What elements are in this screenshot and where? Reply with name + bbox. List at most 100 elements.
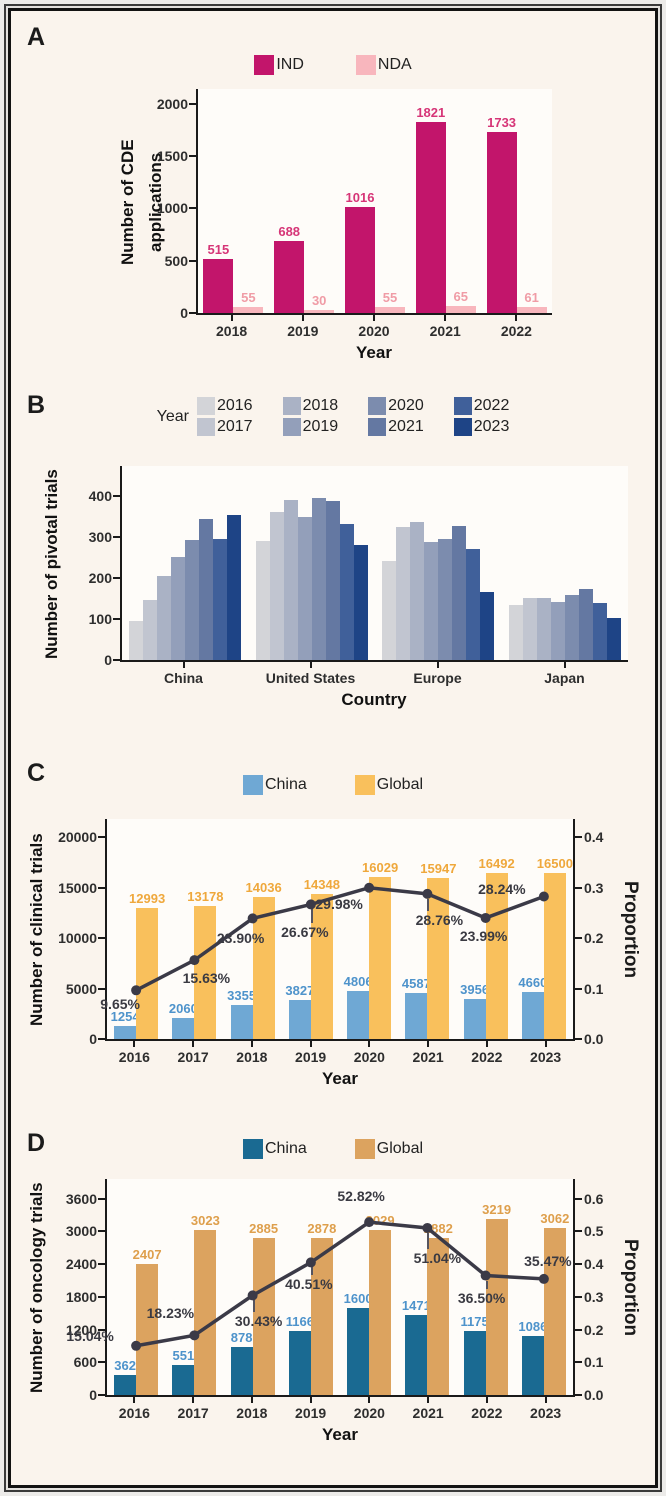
- x-tick-mark: [182, 662, 185, 668]
- proportion-tick-label: 0.0: [584, 1031, 604, 1047]
- proportion-value-label: 36.50%: [457, 1289, 506, 1306]
- proportion-tick-mark: [575, 1038, 582, 1040]
- x-tick-2018: 2018: [223, 1397, 282, 1423]
- bar-2019-China: [171, 557, 186, 660]
- proportion-value-label: 23.90%: [216, 930, 265, 947]
- bar-value-label: 2060: [168, 1001, 198, 1017]
- legend-items: China Global: [242, 1139, 423, 1159]
- bar-group-2016: 362 2407: [107, 1179, 165, 1395]
- proportion-tick-mark: [575, 1197, 582, 1200]
- plot-area: 1254 12993 2060 13178 3355 14036 3827 14348 4806…: [98, 819, 582, 1041]
- x-tick-label: 2017: [177, 1405, 209, 1421]
- x-tick-Japan: Japan: [501, 662, 628, 688]
- x-tick-2018: 2018: [196, 315, 267, 341]
- bar-2016-Japan: [508, 605, 523, 660]
- proportion-tick-label: 0.2: [584, 930, 604, 947]
- x-axis-title: Country: [341, 690, 407, 709]
- legend-label: 2019: [302, 418, 339, 435]
- y-tick-label: 100: [88, 610, 112, 627]
- bar-groups: [122, 466, 628, 660]
- y-tick-mark: [98, 1328, 105, 1331]
- y-tick-label: 400: [88, 487, 112, 504]
- legend-swatch: [242, 775, 263, 795]
- x-tick-2020: 2020: [340, 1041, 399, 1067]
- legend-item-2021: 2021: [368, 418, 424, 436]
- y-tick-mark: [98, 1263, 105, 1266]
- bar-China-2020: 4806: [344, 974, 373, 1039]
- legend-item-2022: 2022: [453, 397, 509, 415]
- x-tick-label: 2022: [500, 323, 532, 339]
- proportion-tick-label: 0.3: [584, 879, 604, 896]
- x-tick-2020: 2020: [340, 1397, 399, 1423]
- bar-value-label: 55: [241, 290, 256, 306]
- x-tick-2019: 2019: [281, 1041, 340, 1067]
- bar-group-China: [122, 466, 249, 660]
- bar-value-label: 16029: [362, 860, 399, 876]
- panel-b-legend: Year 2016 2017 2018 2019 2020 2021 2022 2023: [157, 397, 509, 436]
- legend-items: 2016 2017 2018 2019 2020 2021 2022 2023: [196, 397, 509, 436]
- legend-swatch: [354, 1139, 375, 1159]
- legend-label: China: [264, 776, 307, 793]
- x-tick-label: 2022: [471, 1049, 503, 1065]
- y-tick-label: 3000: [65, 1223, 97, 1240]
- legend-item-China: China: [242, 1139, 307, 1159]
- legend-item-Global: Global: [354, 1139, 423, 1159]
- bar-2017-Europe: [396, 527, 411, 660]
- x-tick-2022: 2022: [458, 1041, 517, 1067]
- bar-2016-United States: [255, 540, 270, 660]
- label-leader-line: [252, 1300, 255, 1313]
- bar-Global-2022: 3219: [482, 1202, 511, 1395]
- legend-item-2019: 2019: [282, 418, 339, 436]
- proportion-value-label: 28.24%: [478, 880, 526, 897]
- bar-China-2017: 551: [172, 1348, 195, 1395]
- plot-column: 362 2407 551 3023 878 2885 1166 2878 1600 3029 147…: [66, 1179, 582, 1445]
- bar-group-2017: 2060 13178: [165, 819, 223, 1039]
- y-tick-mark: [189, 259, 196, 262]
- bar-NDA-2021: 65: [445, 289, 476, 313]
- bar-group-2017: 551 3023: [165, 1179, 223, 1395]
- bar-2018-United States: [283, 499, 298, 660]
- panel-b-letter: B: [27, 391, 46, 419]
- y-tick-mark: [98, 1394, 105, 1396]
- proportion-value-label: 35.47%: [524, 1252, 572, 1269]
- bar-group-2020: 1016 55: [340, 89, 411, 313]
- bar-value-label: 16500: [536, 855, 573, 871]
- legend-label: 2020: [388, 397, 424, 414]
- secondary-axis-title: Proportion: [620, 1239, 641, 1337]
- y-axis-ticks: 0 500 1000 1500 2000: [142, 89, 196, 321]
- bar-value-label: 2885: [249, 1220, 279, 1236]
- bar-value-label: 1254: [110, 1009, 140, 1025]
- x-tick-mark: [427, 1041, 430, 1047]
- bar-2020-Japan: [564, 595, 579, 660]
- bar-China-2016: 362: [114, 1358, 137, 1395]
- y-tick-mark: [189, 312, 196, 314]
- secondary-axis-ticks: 0.0 0.1 0.2 0.3 0.4 0.5 0.6: [575, 1179, 617, 1403]
- legend-label: NDA: [377, 56, 412, 73]
- bar-value-label: 3029: [365, 1212, 395, 1228]
- proportion-value-label: 30.43%: [234, 1313, 283, 1330]
- proportion-value-label: 52.82%: [337, 1188, 385, 1205]
- bar-group-2018: 3355 14036: [224, 819, 282, 1039]
- proportion-tick-label: 0.3: [584, 1288, 604, 1305]
- x-tick-2016: 2016: [105, 1397, 164, 1423]
- x-tick-label: Europe: [413, 670, 462, 686]
- panel-c-legend: China Global: [242, 775, 423, 795]
- bar-value-label: 61: [524, 289, 539, 305]
- y-tick-mark: [189, 102, 196, 105]
- bar-group-United States: [249, 466, 376, 660]
- x-tick-mark: [485, 1041, 488, 1047]
- proportion-tick-mark: [575, 987, 582, 990]
- legend-swatch: [453, 397, 472, 415]
- x-tick-mark: [192, 1397, 195, 1403]
- x-tick-2021: 2021: [399, 1041, 458, 1067]
- y-tick-label: 1500: [156, 147, 188, 164]
- y-tick-mark: [98, 1197, 105, 1200]
- bar-Global-2019: 2878: [307, 1221, 336, 1395]
- y-tick-mark: [98, 886, 105, 889]
- bar-2018-Japan: [536, 597, 551, 660]
- x-tick-label: 2023: [530, 1049, 562, 1065]
- bar-2021-Japan: [578, 589, 593, 660]
- legend-swatch: [196, 397, 215, 415]
- bar-group-2023: 4660 16500: [515, 819, 573, 1039]
- x-tick-2017: 2017: [164, 1041, 223, 1067]
